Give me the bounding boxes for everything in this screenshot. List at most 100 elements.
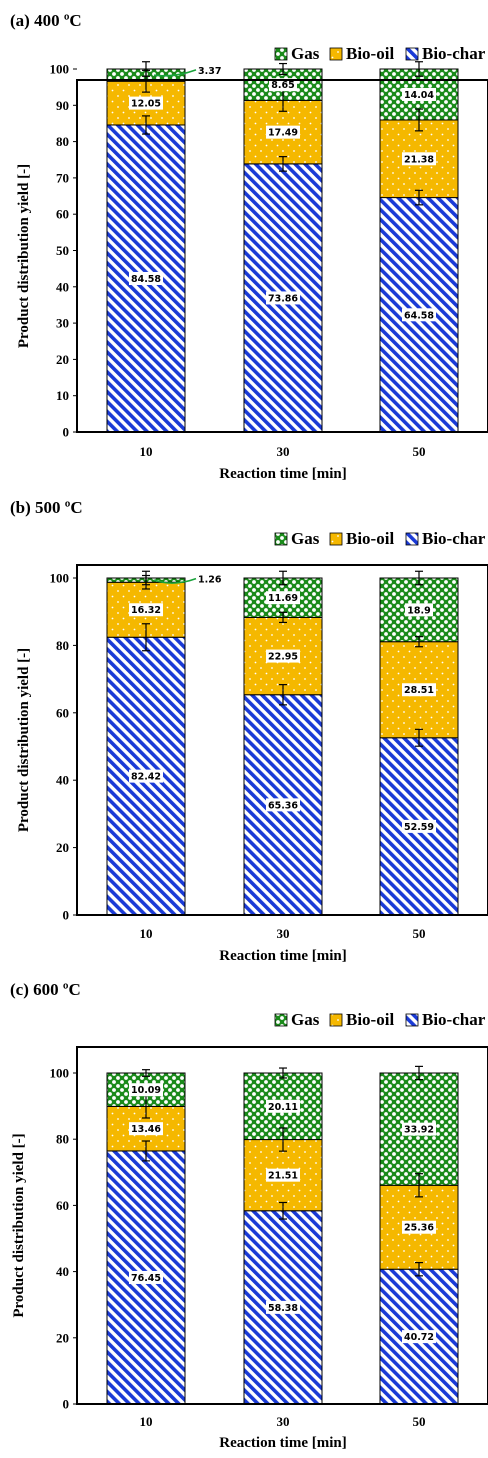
y-tick-label: 90 — [56, 98, 69, 113]
chart-title: (a) 400 ºC — [10, 11, 82, 30]
legend: Gas Bio-oil Bio-char — [274, 1010, 486, 1029]
data-label-gas-10: 10.09 — [129, 1083, 163, 1097]
bar-value-text: 13.46 — [131, 1124, 161, 1135]
data-label-bio-char-30: 58.38 — [266, 1300, 300, 1314]
x-tick-label: 10 — [140, 926, 153, 941]
y-axis-title: Product distribution yield [-] — [16, 648, 32, 832]
data-label-bio-char-30: 65.36 — [266, 798, 300, 812]
x-tick-label: 10 — [140, 1414, 153, 1429]
bar-value-text: 64.58 — [404, 310, 434, 321]
y-tick-label: 60 — [56, 705, 69, 720]
leader-line — [153, 69, 197, 77]
legend-swatch-bio-oil — [329, 1013, 343, 1027]
legend-item-bio-oil: Bio-oil — [329, 44, 394, 63]
data-label-gas-30: 20.11 — [266, 1099, 300, 1113]
bar-value-text: 8.65 — [271, 80, 294, 91]
label-box — [129, 1122, 163, 1136]
y-tick-label: 30 — [56, 316, 69, 331]
label-box — [402, 308, 436, 322]
legend-label-bio-char: Bio-char — [422, 44, 486, 63]
label-box — [129, 603, 163, 617]
chart-title: (c) 600 ºC — [10, 980, 81, 999]
y-tick-label: 80 — [56, 1132, 69, 1147]
label-box — [266, 591, 300, 605]
legend-swatch-bio-char — [405, 532, 419, 546]
label-box — [402, 1122, 436, 1136]
y-tick-label: 0 — [63, 908, 70, 923]
data-label-bio-char-50: 64.58 — [402, 308, 436, 322]
legend-item-bio-char: Bio-char — [405, 1010, 486, 1029]
bar-value-text: 65.36 — [268, 800, 298, 811]
data-label-bio-oil-30: 17.49 — [266, 125, 300, 139]
legend-item-gas: Gas — [274, 44, 320, 63]
label-box — [266, 125, 300, 139]
y-tick-label: 10 — [56, 388, 69, 403]
label-box — [266, 798, 300, 812]
x-tick-label: 30 — [277, 926, 290, 941]
legend-label-bio-oil: Bio-oil — [346, 44, 394, 63]
y-tick-label: 60 — [56, 1198, 69, 1213]
label-box — [402, 1330, 436, 1344]
legend-item-bio-char: Bio-char — [405, 44, 486, 63]
data-label-bio-oil-10: 12.05 — [129, 96, 163, 110]
legend-label-bio-oil: Bio-oil — [346, 1010, 394, 1029]
y-axis-title: Product distribution yield [-] — [16, 164, 32, 348]
label-box — [266, 649, 300, 663]
x-tick-label: 50 — [413, 926, 426, 941]
bar-value-text: 12.05 — [131, 99, 161, 110]
data-label-bio-char-50: 52.59 — [402, 819, 436, 833]
data-label-gas-10: 3.37 — [153, 66, 221, 77]
data-label-gas-10: 1.26 — [153, 575, 222, 586]
label-box — [266, 1168, 300, 1182]
label-box — [129, 1270, 163, 1284]
y-tick-label: 100 — [50, 62, 70, 77]
y-tick-label: 80 — [56, 134, 69, 149]
bar-value-text: 14.04 — [404, 90, 434, 101]
y-tick-label: 80 — [56, 638, 69, 653]
bar-value-text: 20.11 — [268, 1102, 298, 1113]
legend: Gas Bio-oil Bio-char — [274, 44, 486, 63]
bar-value-text: 17.49 — [268, 128, 298, 139]
label-box — [129, 271, 163, 285]
label-box — [266, 1300, 300, 1314]
legend-item-bio-oil: Bio-oil — [329, 529, 394, 548]
plot-frame — [76, 564, 488, 916]
x-tick-label: 50 — [413, 1414, 426, 1429]
data-label-bio-oil-10: 13.46 — [129, 1122, 163, 1136]
legend-label-gas: Gas — [291, 44, 320, 63]
x-tick-label: 30 — [277, 444, 290, 459]
x-axis-title: Reaction time [min] — [219, 466, 346, 482]
data-label-gas-50: 18.9 — [405, 603, 433, 617]
legend-label-bio-char: Bio-char — [422, 1010, 486, 1029]
data-label-gas-50: 14.04 — [402, 87, 436, 101]
y-tick-label: 40 — [56, 1264, 69, 1279]
leader-line — [153, 577, 197, 584]
bar-value-text: 10.09 — [131, 1085, 161, 1096]
bar-value-text: 25.36 — [404, 1223, 434, 1234]
bar-value-text: 21.51 — [268, 1171, 298, 1182]
plot-frame — [76, 79, 488, 433]
legend-swatch-bio-oil — [329, 47, 343, 61]
plot-frame — [76, 1046, 488, 1405]
label-box — [129, 769, 163, 783]
data-label-bio-oil-30: 22.95 — [266, 649, 300, 663]
bar-value-text: 3.37 — [198, 66, 221, 77]
x-tick-label: 30 — [277, 1414, 290, 1429]
label-box — [402, 1220, 436, 1234]
legend-item-gas: Gas — [274, 529, 320, 548]
y-tick-label: 0 — [63, 425, 70, 440]
y-tick-label: 40 — [56, 279, 69, 294]
legend-swatch-gas — [274, 532, 288, 546]
bar-value-text: 33.92 — [404, 1125, 434, 1136]
data-label-bio-char-50: 40.72 — [402, 1330, 436, 1344]
x-axis-title: Reaction time [min] — [219, 1435, 346, 1451]
legend-item-bio-char: Bio-char — [405, 529, 486, 548]
legend-swatch-gas — [274, 1013, 288, 1027]
legend-swatch-bio-char — [405, 1013, 419, 1027]
chart-panel-1: (a) 400 ºC Gas Bio-oil Bio-char 0 10 20 30 40 50 6… — [10, 11, 488, 482]
label-box — [405, 603, 433, 617]
bar-value-text: 82.42 — [131, 772, 161, 783]
legend-item-gas: Gas — [274, 1010, 320, 1029]
data-label-bio-oil-50: 25.36 — [402, 1220, 436, 1234]
data-label-bio-oil-30: 21.51 — [266, 1168, 300, 1182]
